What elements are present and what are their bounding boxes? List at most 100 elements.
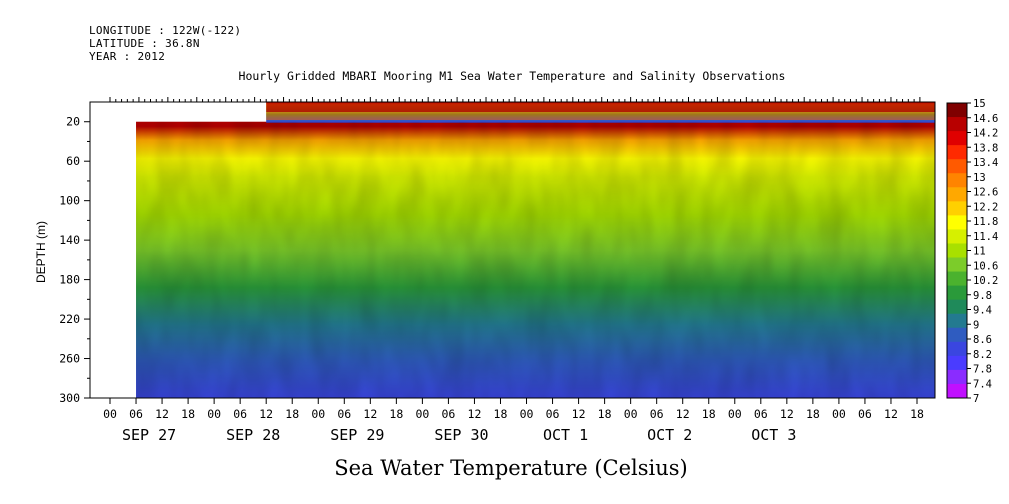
colorbar-swatch	[947, 131, 967, 146]
x-hour-label: 18	[702, 407, 716, 421]
colorbar-label: 9	[973, 319, 979, 331]
x-hour-label: 00	[728, 407, 742, 421]
x-day-label: SEP 28	[226, 426, 280, 444]
colorbar-label: 8.6	[973, 334, 992, 346]
surface-transition-band	[266, 112, 935, 120]
colorbar-label: 8.2	[973, 349, 992, 361]
colorbar-swatch	[947, 299, 967, 315]
y-tick-label: 140	[59, 233, 80, 247]
colorbar-label: 11.8	[973, 216, 998, 228]
colorbar-label: 7.4	[973, 378, 992, 390]
x-day-label: SEP 30	[434, 426, 488, 444]
colorbar-label: 9.8	[973, 290, 992, 302]
colorbar-swatch	[947, 117, 967, 132]
colorbar-label: 14.6	[973, 113, 998, 125]
y-axis-label: DEPTH (m)	[34, 221, 48, 283]
x-hour-label: 00	[832, 407, 846, 421]
longitude-label: LONGITUDE : 122W(-122)	[89, 24, 242, 37]
colorbar-swatch	[947, 341, 967, 357]
colorbar-swatch	[947, 229, 967, 244]
x-hour-label: 00	[624, 407, 638, 421]
x-hour-label: 06	[129, 407, 143, 421]
colorbar-swatch	[947, 103, 967, 118]
colorbar-label: 7.8	[973, 364, 992, 376]
colorbar-label: 13.4	[973, 157, 998, 169]
colorbar-label: 7	[973, 393, 979, 405]
colorbar-label: 13.8	[973, 142, 998, 154]
x-hour-label: 06	[754, 407, 768, 421]
x-hour-label: 18	[806, 407, 820, 421]
y-tick-label: 300	[59, 391, 80, 405]
y-tick-label: 260	[59, 352, 80, 366]
chart-subtitle: Sea Water Temperature (Celsius)	[334, 456, 688, 480]
colorbar-label: 15	[973, 98, 986, 110]
x-hour-label: 18	[910, 407, 924, 421]
colorbar: 15 14.6 14.2 13.8 13.4 13 12.6 12.2 11.8 11.4 11 10…	[946, 98, 998, 405]
x-hour-label: 06	[233, 407, 247, 421]
surface-warm-band	[266, 102, 935, 112]
x-day-label: OCT 3	[751, 426, 796, 444]
x-hour-label: 18	[494, 407, 508, 421]
colorbar-label: 13	[973, 172, 986, 184]
x-hour-label: 12	[363, 407, 377, 421]
y-tick-label: 180	[59, 273, 80, 287]
x-hour-label: 18	[285, 407, 299, 421]
x-hour-label: 12	[884, 407, 898, 421]
x-hour-label: 06	[650, 407, 664, 421]
x-hour-label: 06	[858, 407, 872, 421]
x-hour-label: 06	[337, 407, 351, 421]
colorbar-label: 11.4	[973, 231, 998, 243]
x-day-label: OCT 1	[543, 426, 588, 444]
colorbar-label: 11	[973, 246, 986, 258]
heatmap-texture	[136, 121, 936, 398]
x-hour-label: 12	[780, 407, 794, 421]
x-hour-label: 12	[259, 407, 273, 421]
x-hour-label: 12	[572, 407, 586, 421]
plot-frame	[89, 101, 936, 399]
colorbar-swatch	[947, 173, 967, 188]
colorbar-label: 10.2	[973, 275, 998, 287]
x-day-label: OCT 2	[647, 426, 692, 444]
colorbar-swatch	[947, 285, 967, 301]
colorbar-label: 12.6	[973, 187, 998, 199]
colorbar-swatch	[947, 383, 967, 399]
y-tick-label: 60	[66, 154, 80, 168]
x-day-label: SEP 29	[330, 426, 384, 444]
heatmap-field	[89, 101, 936, 399]
chart-title: Hourly Gridded MBARI Mooring M1 Sea Wate…	[239, 69, 786, 83]
colorbar-swatch	[947, 159, 967, 174]
y-tick-label: 220	[59, 312, 80, 326]
latitude-label: LATITUDE : 36.8N	[89, 37, 200, 50]
colorbar-swatch	[947, 327, 967, 343]
colorbar-swatch	[947, 201, 967, 216]
colorbar-label: 12.2	[973, 201, 998, 213]
x-hour-label: 12	[155, 407, 169, 421]
colorbar-label: 10.6	[973, 260, 998, 272]
x-hour-label: 12	[676, 407, 690, 421]
colorbar-swatch	[947, 243, 967, 259]
x-hour-label: 18	[181, 407, 195, 421]
x-hour-label: 18	[598, 407, 612, 421]
x-hour-label: 00	[520, 407, 534, 421]
colorbar-swatch	[947, 215, 967, 230]
x-day-label: SEP 27	[122, 426, 176, 444]
colorbar-swatch	[947, 145, 967, 160]
colorbar-swatch	[947, 257, 967, 273]
x-hour-label: 00	[415, 407, 429, 421]
x-hour-label: 06	[441, 407, 455, 421]
axes: 20 60 100 140 180 220 260 300 00 06 12 18 00 06 12 18 00…	[59, 97, 924, 444]
x-hour-label: 00	[103, 407, 117, 421]
x-hour-label: 18	[389, 407, 403, 421]
x-hour-label: 06	[546, 407, 560, 421]
y-tick-label: 20	[66, 115, 80, 129]
x-hour-label: 00	[207, 407, 221, 421]
x-hour-label: 12	[468, 407, 482, 421]
colorbar-label: 14.2	[973, 128, 998, 140]
colorbar-swatch	[947, 369, 967, 385]
colorbar-label: 9.4	[973, 305, 992, 317]
x-hour-label: 00	[311, 407, 325, 421]
colorbar-swatch	[947, 187, 967, 202]
year-label: YEAR : 2012	[89, 50, 166, 63]
y-tick-label: 100	[59, 194, 80, 208]
